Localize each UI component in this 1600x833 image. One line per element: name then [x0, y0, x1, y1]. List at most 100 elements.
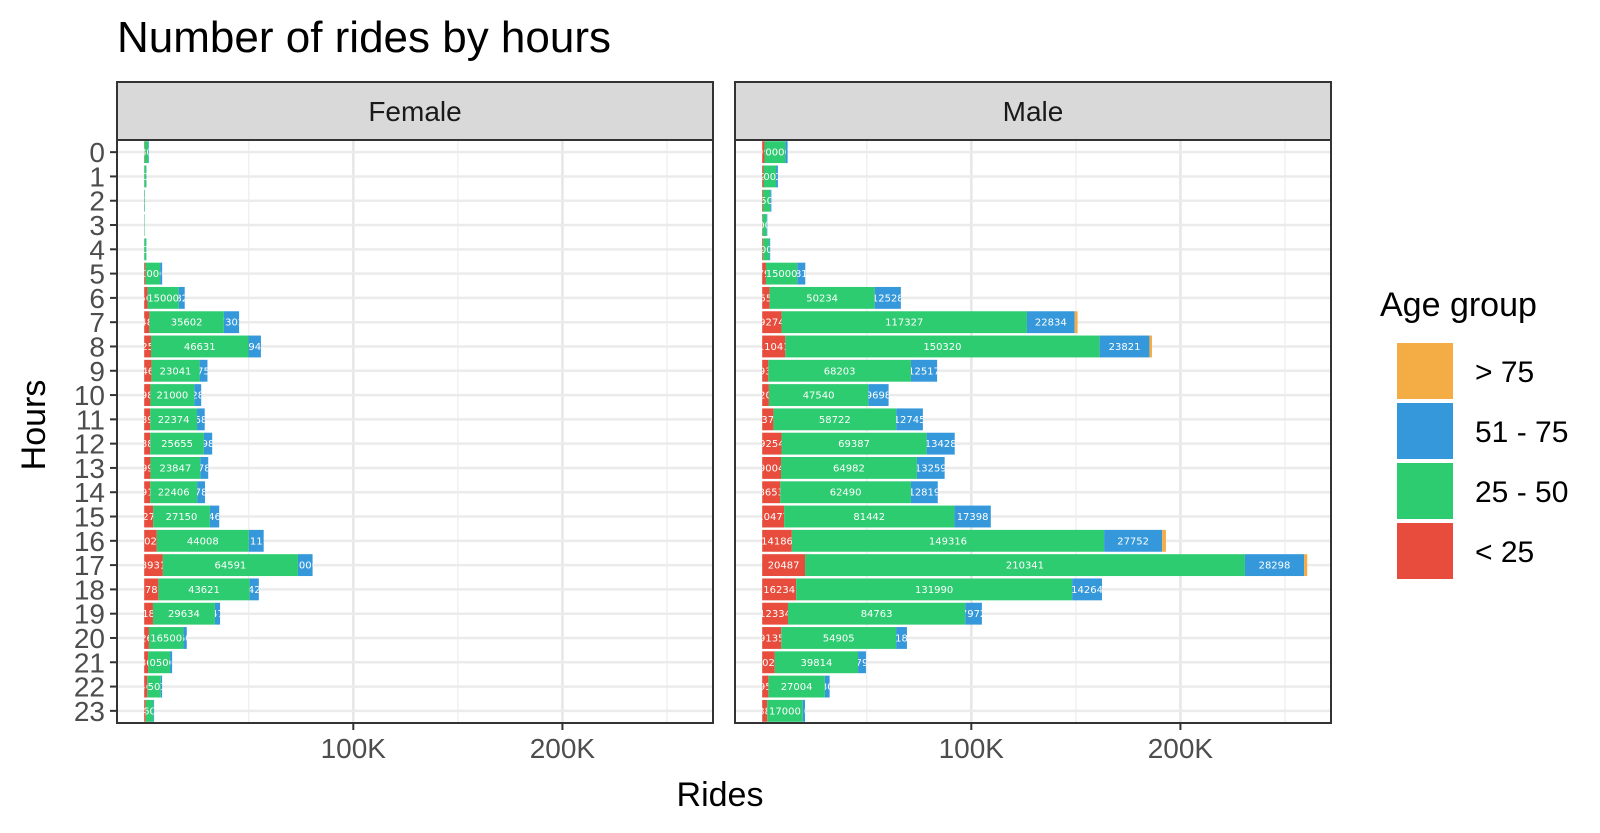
bar-value-label: 8653 [759, 488, 784, 499]
bar-value-label: 17398 [957, 512, 989, 523]
bar-value-label: 117327 [885, 318, 923, 329]
bar-value-label: 47540 [803, 391, 835, 402]
bar-value-label: 3500 [754, 196, 779, 207]
bar-segment [162, 554, 298, 577]
bar-value-label: 600 [135, 269, 154, 280]
bar-value-label: 11041 [758, 342, 790, 353]
bar-value-label: 3980 [195, 439, 220, 450]
bar-segment [763, 238, 770, 261]
bar-value-label: 14186 [761, 536, 793, 547]
bar-segment [144, 699, 146, 722]
bar-value-label: 150320 [923, 342, 961, 353]
bar-segment [144, 505, 154, 528]
bar-segment [150, 481, 198, 504]
bar-value-label: 3780 [188, 488, 213, 499]
facet-strip [734, 81, 1332, 141]
bar-segment [145, 699, 154, 722]
bar-segment [762, 651, 775, 674]
bar-value-label: 23847 [159, 463, 191, 474]
y-tick-label: 3 [89, 210, 105, 241]
bar-value-label: 13259 [915, 463, 947, 474]
bar-value-label: 23041 [160, 366, 192, 377]
y-tick-label: 12 [74, 429, 105, 460]
bar-value-label: 16500 [150, 633, 182, 644]
bar-segment [297, 554, 313, 577]
bar-value-label: 300 [135, 196, 154, 207]
bar-value-label: 64982 [833, 463, 865, 474]
bar-segment [1099, 335, 1150, 358]
bar-segment [150, 432, 204, 455]
bar-value-label: 3680 [188, 415, 213, 426]
bar-segment [781, 457, 917, 479]
bar-segment [144, 238, 147, 261]
chart-title: Number of rides by hours [117, 13, 611, 62]
bar-segment [200, 457, 209, 479]
bar-segment [910, 481, 938, 504]
bar-value-label: 22374 [158, 415, 190, 426]
bar-segment [763, 165, 777, 188]
bar-value-label: 2883 [134, 439, 159, 450]
bar-segment [214, 602, 221, 625]
bar-value-label: 2980 [135, 391, 160, 402]
bar-value-label: 12517 [908, 366, 940, 377]
y-tick-label: 8 [89, 331, 105, 362]
bar-value-label: 9004 [759, 463, 784, 474]
bar-value-label: 2896 [134, 415, 159, 426]
bar-value-label: 3250 [135, 342, 160, 353]
bar-segment [926, 432, 955, 455]
bar-segment [151, 359, 200, 382]
bar-value-label: 12528 [872, 293, 904, 304]
bar-value-label: 50 [139, 196, 152, 207]
bar-segment [1104, 529, 1163, 552]
bar-value-label: 1862 [133, 658, 158, 669]
bar-segment [144, 141, 149, 164]
bar-value-label: 2000 [752, 221, 777, 232]
y-tick-label: 18 [74, 574, 105, 605]
bar-segment [762, 262, 766, 285]
bar-value-label: 12745 [894, 415, 926, 426]
bar-value-label: 14264 [1071, 585, 1103, 596]
x-tick-label: 100K [939, 733, 1005, 764]
bar-segment [144, 408, 151, 431]
panel-border [734, 139, 1332, 724]
bar-value-label: 22834 [1035, 318, 1067, 329]
bar-segment [150, 335, 249, 358]
bar-segment [1149, 335, 1152, 358]
bar-segment [144, 384, 151, 406]
bar-value-label: 27004 [781, 682, 813, 693]
legend-label: 25 - 50 [1475, 476, 1568, 509]
bar-value-label: 3207 [753, 391, 778, 402]
bar-segment [762, 311, 782, 334]
bar-segment [774, 651, 859, 674]
bar-value-label: 40 [138, 245, 151, 256]
bar-value-label: 81442 [853, 512, 885, 523]
bar-value-label: 3000 [753, 245, 778, 256]
bar-segment [150, 384, 195, 406]
bar-value-label: 900 [136, 245, 155, 256]
bar-segment [762, 214, 767, 236]
bar-segment [769, 286, 875, 309]
bar-value-label: 1075 [774, 148, 799, 159]
bar-segment [797, 262, 806, 285]
bar-value-label: 35602 [171, 318, 203, 329]
bar-segment [170, 651, 173, 674]
bar-value-label: 10000 [759, 148, 791, 159]
bar-segment [147, 675, 161, 698]
y-tick-label: 2 [89, 186, 105, 217]
x-tick-label: 200K [530, 733, 596, 764]
panel-border [116, 139, 714, 724]
bar-value-label: 15000 [766, 269, 798, 280]
panel-female: Female1501800300809001503030050152003040… [116, 81, 714, 764]
bar-segment [785, 141, 788, 164]
bar-value-label: 10500 [143, 658, 175, 669]
bar-segment [762, 286, 770, 309]
bar-segment [787, 602, 966, 625]
bar-segment [144, 481, 151, 504]
bar-segment [762, 602, 788, 625]
bar-value-label: 3280 [185, 391, 210, 402]
bar-value-label: 27752 [1117, 536, 1149, 547]
bar-value-label: 2990 [135, 463, 160, 474]
bar-value-label: 149316 [929, 536, 967, 547]
bar-value-label: 8931 [141, 561, 166, 572]
bar-segment [767, 699, 803, 722]
